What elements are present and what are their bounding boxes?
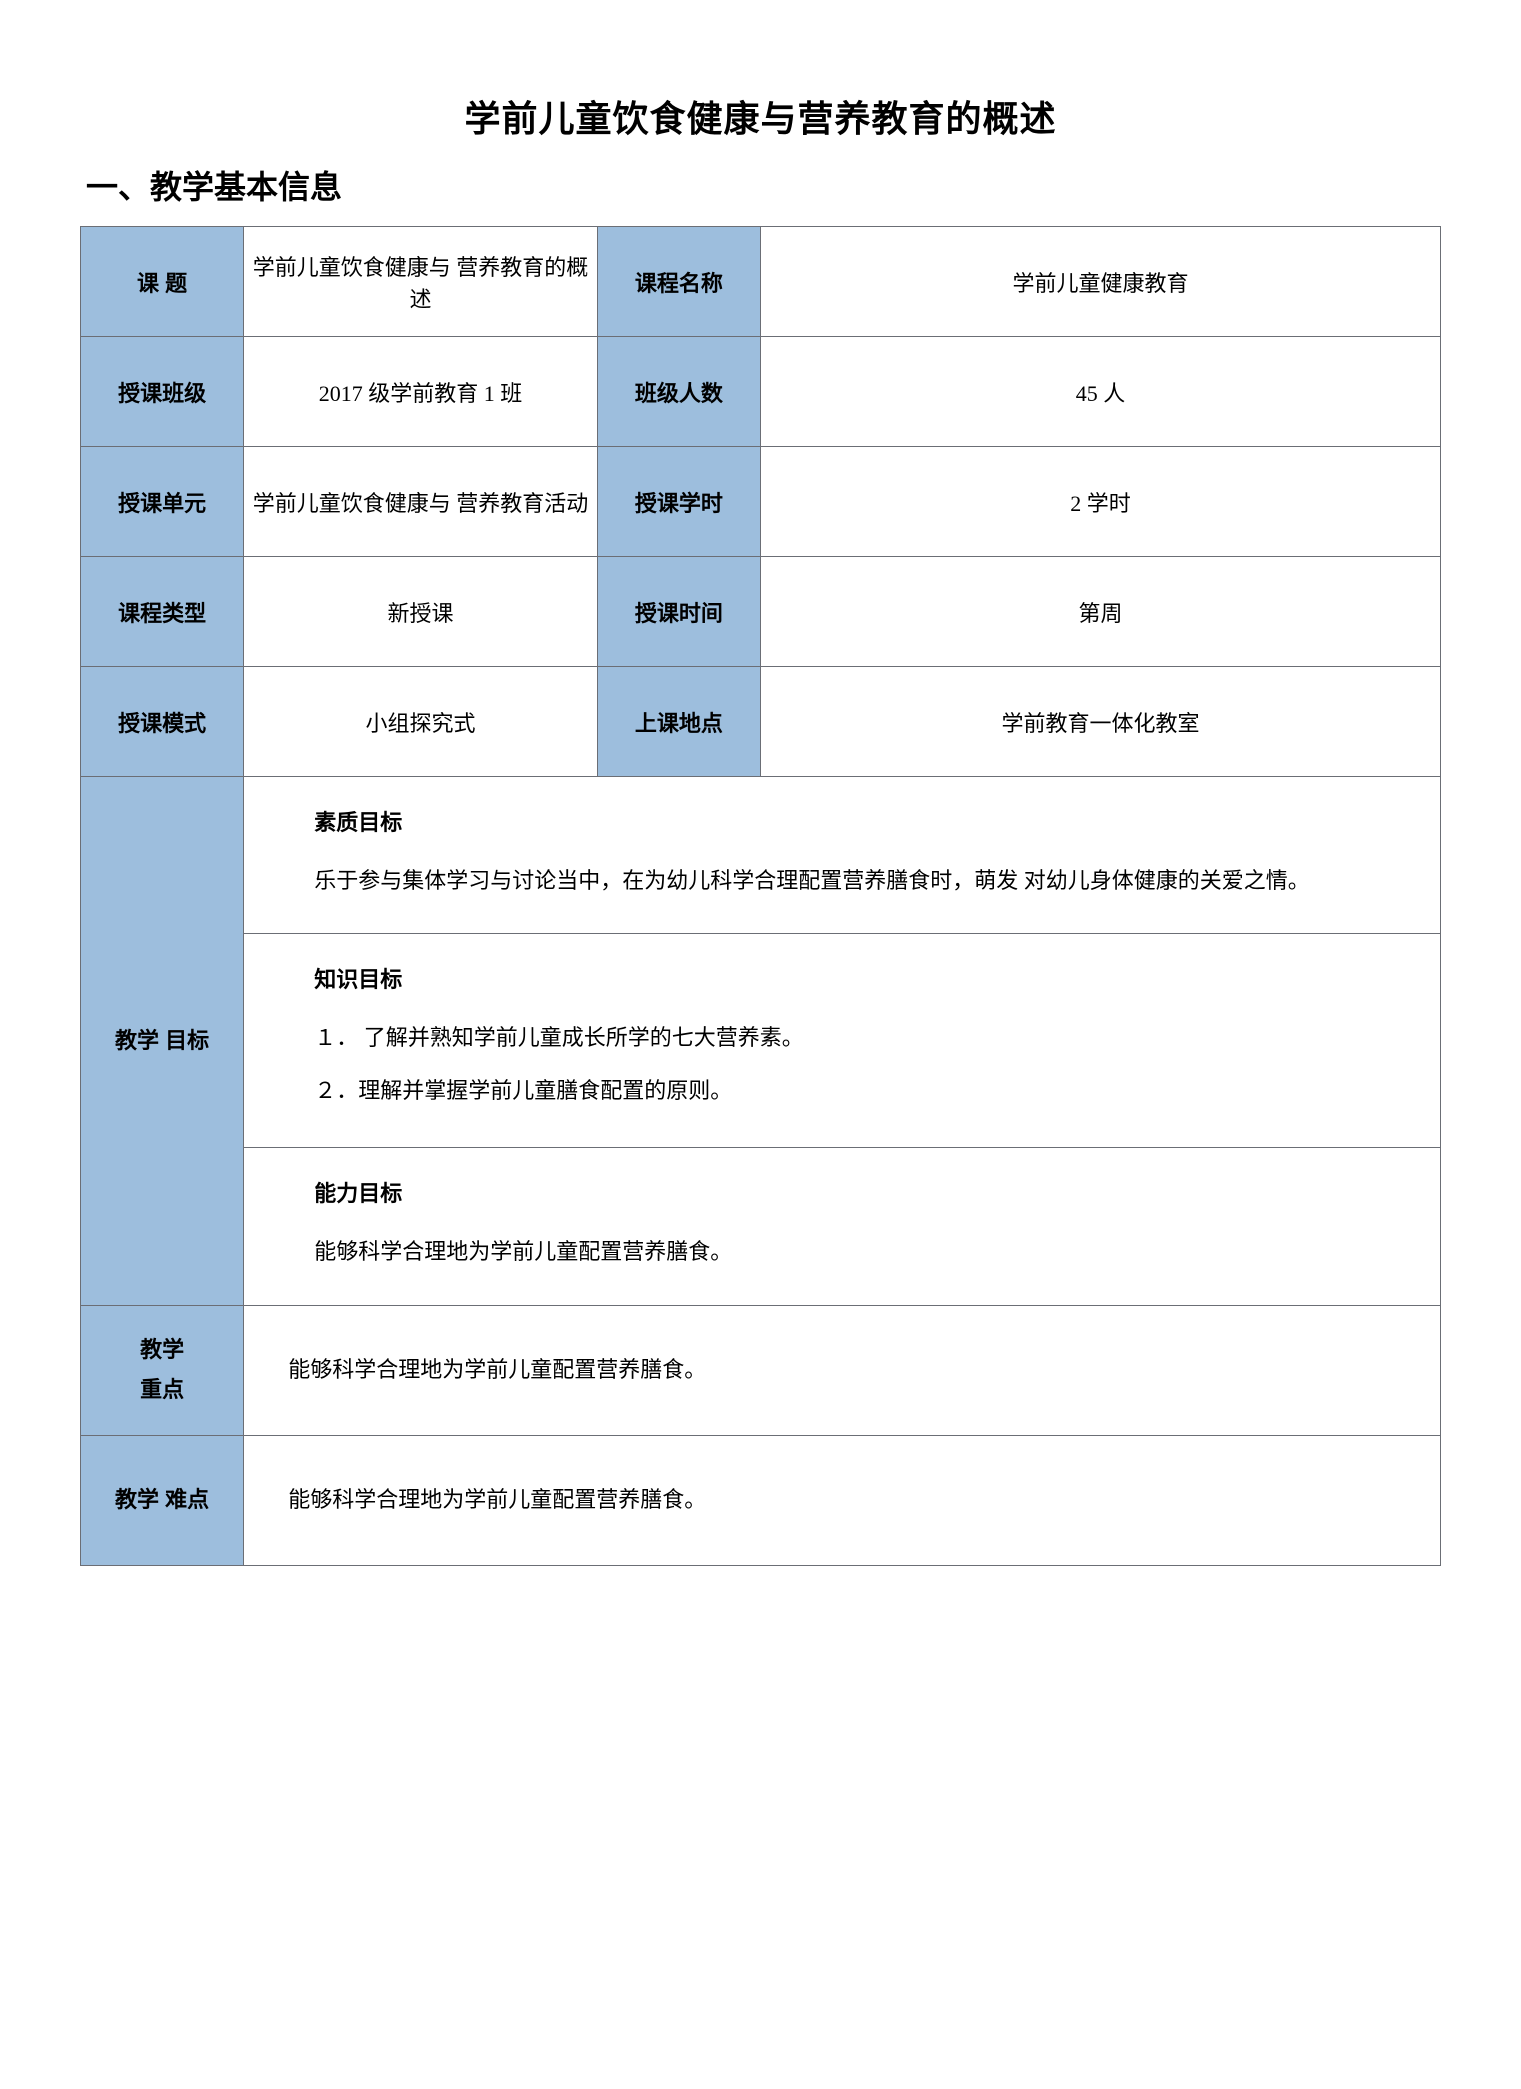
value-hours: 2 学时	[760, 447, 1440, 557]
value-class-size: 45 人	[760, 337, 1440, 447]
table-row: 课程类型 新授课 授课时间 第周	[81, 557, 1441, 667]
goal-ability: 能力目标 能够科学合理地为学前儿童配置营养膳食。	[244, 1147, 1440, 1304]
value-difficulty-text: 能够科学合理地为学前儿童配置营养膳食。	[244, 1476, 1440, 1524]
value-location: 学前教育一体化教室	[760, 667, 1440, 777]
goal-ability-body: 能够科学合理地为学前儿童配置营养膳食。	[270, 1228, 1414, 1276]
label-course-name: 课程名称	[597, 227, 760, 337]
label-hours: 授课学时	[597, 447, 760, 557]
label-keypoint-line2: 重点	[81, 1370, 243, 1410]
goal-quality-heading: 素质目标	[270, 805, 1414, 837]
label-keypoint-line1: 教学	[81, 1330, 243, 1370]
goal-ability-heading: 能力目标	[270, 1176, 1414, 1208]
label-class: 授课班级	[81, 337, 244, 447]
goal-knowledge-item2: ２．理解并掌握学前儿童膳食配置的原则。	[270, 1067, 1414, 1115]
label-time: 授课时间	[597, 557, 760, 667]
value-time: 第周	[760, 557, 1440, 667]
goal-knowledge-heading: 知识目标	[270, 962, 1414, 994]
label-topic: 课 题	[81, 227, 244, 337]
label-keypoint: 教学 重点	[81, 1305, 244, 1435]
label-course-type: 课程类型	[81, 557, 244, 667]
value-keypoint: 能够科学合理地为学前儿童配置营养膳食。	[244, 1305, 1441, 1435]
value-keypoint-text: 能够科学合理地为学前儿童配置营养膳食。	[244, 1346, 1440, 1394]
goal-quality: 素质目标 乐于参与集体学习与讨论当中，在为幼儿科学合理配置营养膳食时，萌发 对幼…	[244, 777, 1440, 933]
label-unit: 授课单元	[81, 447, 244, 557]
section-heading: 一、教学基本信息	[80, 162, 1441, 208]
info-table: 课 题 学前儿童饮食健康与 营养教育的概述 课程名称 学前儿童健康教育 授课班级…	[80, 226, 1441, 1566]
value-course-type: 新授课	[244, 557, 598, 667]
value-course-name: 学前儿童健康教育	[760, 227, 1440, 337]
table-row-difficulty: 教学 难点 能够科学合理地为学前儿童配置营养膳食。	[81, 1435, 1441, 1565]
goal-knowledge-item1: １． 了解并熟知学前儿童成长所学的七大营养素。	[270, 1014, 1414, 1062]
table-row-keypoint: 教学 重点 能够科学合理地为学前儿童配置营养膳食。	[81, 1305, 1441, 1435]
table-row: 授课班级 2017 级学前教育 1 班 班级人数 45 人	[81, 337, 1441, 447]
table-row: 授课模式 小组探究式 上课地点 学前教育一体化教室	[81, 667, 1441, 777]
value-topic: 学前儿童饮食健康与 营养教育的概述	[244, 227, 598, 337]
label-goals: 教学 目标	[81, 777, 244, 1306]
value-class: 2017 级学前教育 1 班	[244, 337, 598, 447]
value-difficulty: 能够科学合理地为学前儿童配置营养膳食。	[244, 1435, 1441, 1565]
document-title: 学前儿童饮食健康与营养教育的概述	[80, 90, 1441, 142]
value-unit: 学前儿童饮食健康与 营养教育活动	[244, 447, 598, 557]
table-row-goals: 教学 目标 素质目标 乐于参与集体学习与讨论当中，在为幼儿科学合理配置营养膳食时…	[81, 777, 1441, 1306]
document-wrap: 学前儿童饮食健康与营养教育的概述 一、教学基本信息 课 题 学前儿童饮食健康与 …	[80, 90, 1441, 1566]
table-row: 授课单元 学前儿童饮食健康与 营养教育活动 授课学时 2 学时	[81, 447, 1441, 557]
label-location: 上课地点	[597, 667, 760, 777]
value-mode: 小组探究式	[244, 667, 598, 777]
label-class-size: 班级人数	[597, 337, 760, 447]
table-row: 课 题 学前儿童饮食健康与 营养教育的概述 课程名称 学前儿童健康教育	[81, 227, 1441, 337]
label-mode: 授课模式	[81, 667, 244, 777]
goals-container: 素质目标 乐于参与集体学习与讨论当中，在为幼儿科学合理配置营养膳食时，萌发 对幼…	[244, 777, 1441, 1306]
goal-knowledge-body: １． 了解并熟知学前儿童成长所学的七大营养素。 ２．理解并掌握学前儿童膳食配置的…	[270, 1014, 1414, 1115]
goal-quality-body: 乐于参与集体学习与讨论当中，在为幼儿科学合理配置营养膳食时，萌发 对幼儿身体健康…	[270, 857, 1414, 905]
goal-knowledge: 知识目标 １． 了解并熟知学前儿童成长所学的七大营养素。 ２．理解并掌握学前儿童…	[244, 933, 1440, 1147]
label-difficulty: 教学 难点	[81, 1435, 244, 1565]
